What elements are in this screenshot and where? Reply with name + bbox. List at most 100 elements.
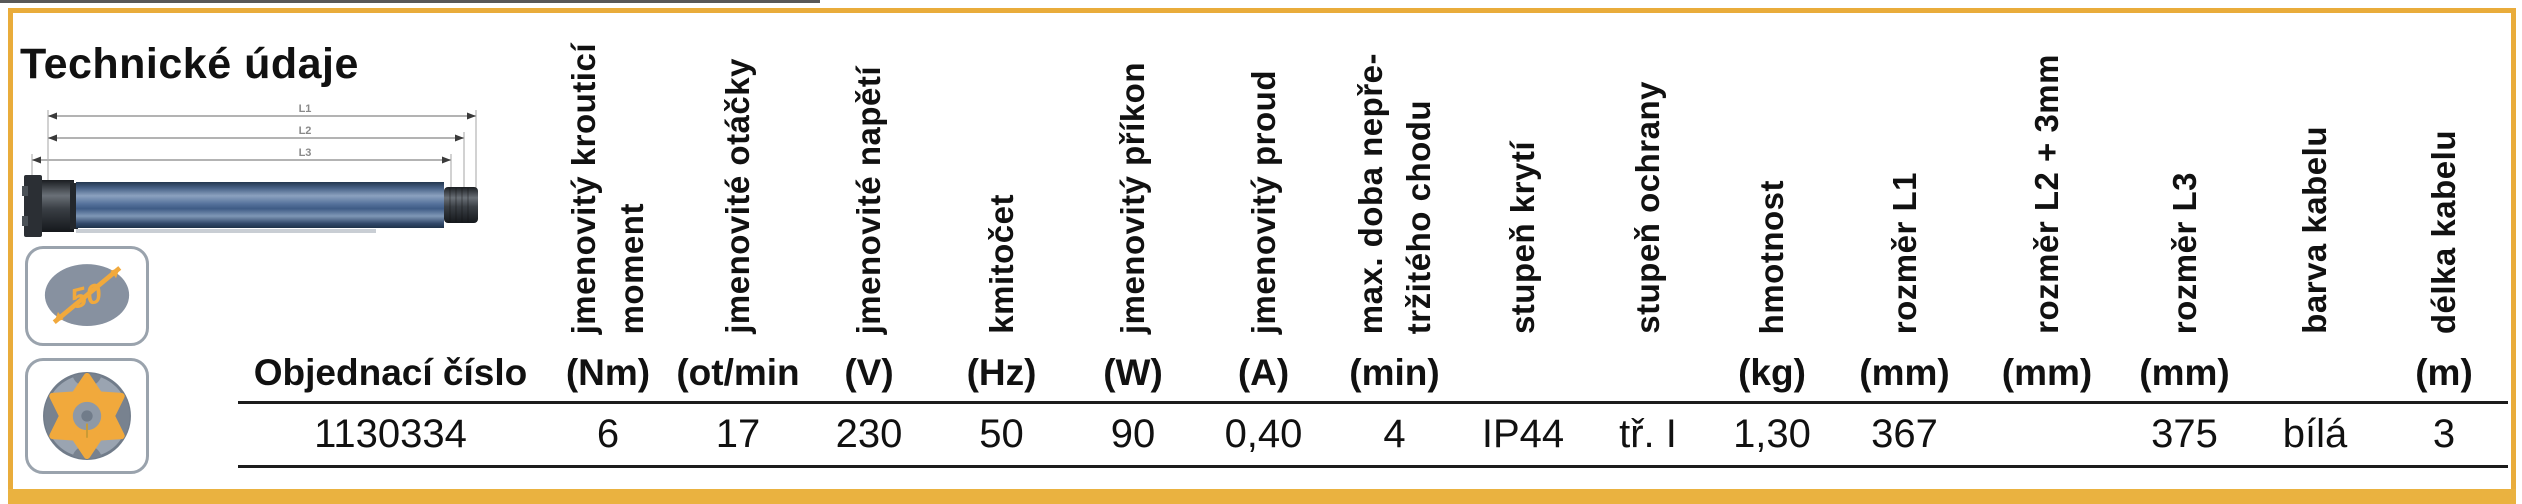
col-value-10: 367: [1834, 404, 1975, 468]
col-value-13-label: bílá: [2282, 412, 2348, 456]
col-value-9: 1,30: [1710, 404, 1834, 468]
col-header-8: stupeň ochrany: [1586, 4, 1710, 340]
scan-edge-artifact: [0, 0, 820, 3]
col-header-10: rozměr L1: [1834, 4, 1975, 340]
dim-label-l1: L1: [299, 103, 312, 115]
dimension-lines: [32, 115, 476, 161]
col-header-3-label: kmitočet: [982, 194, 1020, 334]
col-value-13: bílá: [2250, 404, 2380, 468]
dim-label-l3: L3: [299, 147, 312, 159]
col-value-2: 230: [803, 404, 935, 468]
col-header-12: rozměr L3: [2119, 4, 2250, 340]
col-value-4-label: 90: [1110, 412, 1156, 456]
diameter-value: 50: [67, 277, 105, 315]
col-unit-1-label: (ot/min: [676, 352, 800, 393]
col-unit-6: (min): [1329, 340, 1460, 404]
col-value-6: 4: [1329, 404, 1460, 468]
col-value-4: 90: [1068, 404, 1198, 468]
col-header-13: barva kabelu: [2250, 4, 2380, 340]
col-unit-0-label: (Nm): [565, 352, 651, 393]
order-number-value: 1130334: [238, 404, 543, 468]
col-unit-4-label: (W): [1103, 352, 1163, 393]
col-value-5: 0,40: [1198, 404, 1329, 468]
col-unit-3-label: (Hz): [966, 352, 1037, 393]
col-unit-6-label: (min): [1349, 352, 1440, 393]
motor-body: [22, 175, 478, 237]
col-header-5-label: jmenovitý proud: [1244, 69, 1282, 334]
col-value-1: 17: [673, 404, 803, 468]
col-unit-11: (mm): [1975, 340, 2119, 404]
col-unit-5: (A): [1198, 340, 1329, 404]
col-value-0: 6: [543, 404, 673, 468]
col-value-8: tř. I: [1586, 404, 1710, 468]
col-value-12: 375: [2119, 404, 2250, 468]
col-unit-13: [2250, 340, 2380, 404]
col-header-7: stupeň krytí: [1460, 4, 1586, 340]
col-value-1-label: 17: [715, 412, 761, 456]
bottom-accent-bar: [8, 489, 2516, 504]
col-unit-9: (kg): [1710, 340, 1834, 404]
col-unit-7: [1460, 340, 1586, 404]
col-value-9-label: 1,30: [1733, 412, 1811, 456]
col-unit-3: (Hz): [935, 340, 1068, 404]
order-number-header-label: Objednací číslo: [253, 352, 528, 393]
col-header-14-label: délka kabelu: [2425, 129, 2463, 334]
col-header-11-label: rozměr L2 + 3mm: [2028, 54, 2066, 334]
col-value-3: 50: [935, 404, 1068, 468]
order-col-header-spacer: [238, 4, 543, 340]
col-value-8-label: tř. I: [1619, 412, 1677, 456]
col-header-6-label: max. doba nepře- tržitého chodu: [1351, 52, 1437, 334]
col-header-0-label: jmenovitý krouticí moment: [565, 42, 650, 334]
col-header-2-label: jmenovité napětí: [850, 65, 888, 334]
col-unit-1: (ot/min: [673, 340, 803, 404]
col-header-9: hmotnost: [1710, 4, 1834, 340]
col-header-8-label: stupeň ochrany: [1629, 81, 1667, 334]
col-unit-2-label: (V): [844, 352, 894, 393]
col-value-6-label: 4: [1383, 412, 1406, 456]
col-header-5: jmenovitý proud: [1198, 4, 1329, 340]
col-value-7: IP44: [1460, 404, 1586, 468]
col-value-3-label: 50: [979, 412, 1024, 456]
col-value-7-label: IP44: [1481, 412, 1565, 456]
col-header-4-label: jmenovitý příkon: [1114, 61, 1152, 334]
col-unit-9-label: (kg): [1738, 352, 1806, 393]
col-header-14: délka kabelu: [2380, 4, 2508, 340]
col-header-11: rozměr L2 + 3mm: [1975, 4, 2119, 340]
col-value-14-label: 3: [2432, 412, 2456, 456]
col-unit-2: (V): [803, 340, 935, 404]
spec-table: jmenovitý krouticí moment jmenovité otáčk…: [238, 4, 2508, 468]
col-unit-5-label: (A): [1237, 352, 1290, 393]
adapter-crown-icon: [43, 372, 131, 460]
col-unit-4: (W): [1068, 340, 1198, 404]
col-unit-8: [1586, 340, 1710, 404]
col-unit-14-label: (m): [2415, 352, 2473, 393]
col-value-11: [1975, 404, 2119, 468]
col-header-9-label: hmotnost: [1753, 179, 1791, 334]
col-header-1-label: jmenovité otáčky: [719, 58, 757, 334]
col-value-12-label: 375: [2151, 412, 2218, 456]
order-number-header: Objednací číslo: [238, 340, 543, 404]
col-unit-10-label: (mm): [1859, 352, 1950, 393]
page-title: Technické údaje: [20, 40, 359, 88]
col-unit-11-label: (mm): [2001, 352, 2093, 393]
col-header-1: jmenovité otáčky: [673, 4, 803, 340]
order-number-value-label: 1130334: [314, 412, 467, 456]
diameter-50-badge: 50: [25, 246, 149, 346]
col-value-14: 3: [2380, 404, 2508, 468]
col-header-7-label: stupeň krytí: [1504, 140, 1542, 334]
col-unit-14: (m): [2380, 340, 2508, 404]
col-header-3: kmitočet: [935, 4, 1068, 340]
adapter-crown-badge: [25, 358, 149, 474]
col-header-2: jmenovité napětí: [803, 4, 935, 340]
col-value-0-label: 6: [596, 412, 620, 456]
col-unit-0: (Nm): [543, 340, 673, 404]
col-value-10-label: 367: [1871, 412, 1938, 456]
col-value-2-label: 230: [835, 412, 903, 456]
col-value-5-label: 0,40: [1224, 412, 1303, 456]
col-header-0: jmenovitý krouticí moment: [543, 4, 673, 340]
col-unit-10: (mm): [1834, 340, 1975, 404]
col-unit-12-label: (mm): [2139, 352, 2230, 393]
motor-diagram: L1 L2 L3: [22, 103, 478, 237]
col-header-13-label: barva kabelu: [2296, 126, 2334, 334]
col-unit-12: (mm): [2119, 340, 2250, 404]
